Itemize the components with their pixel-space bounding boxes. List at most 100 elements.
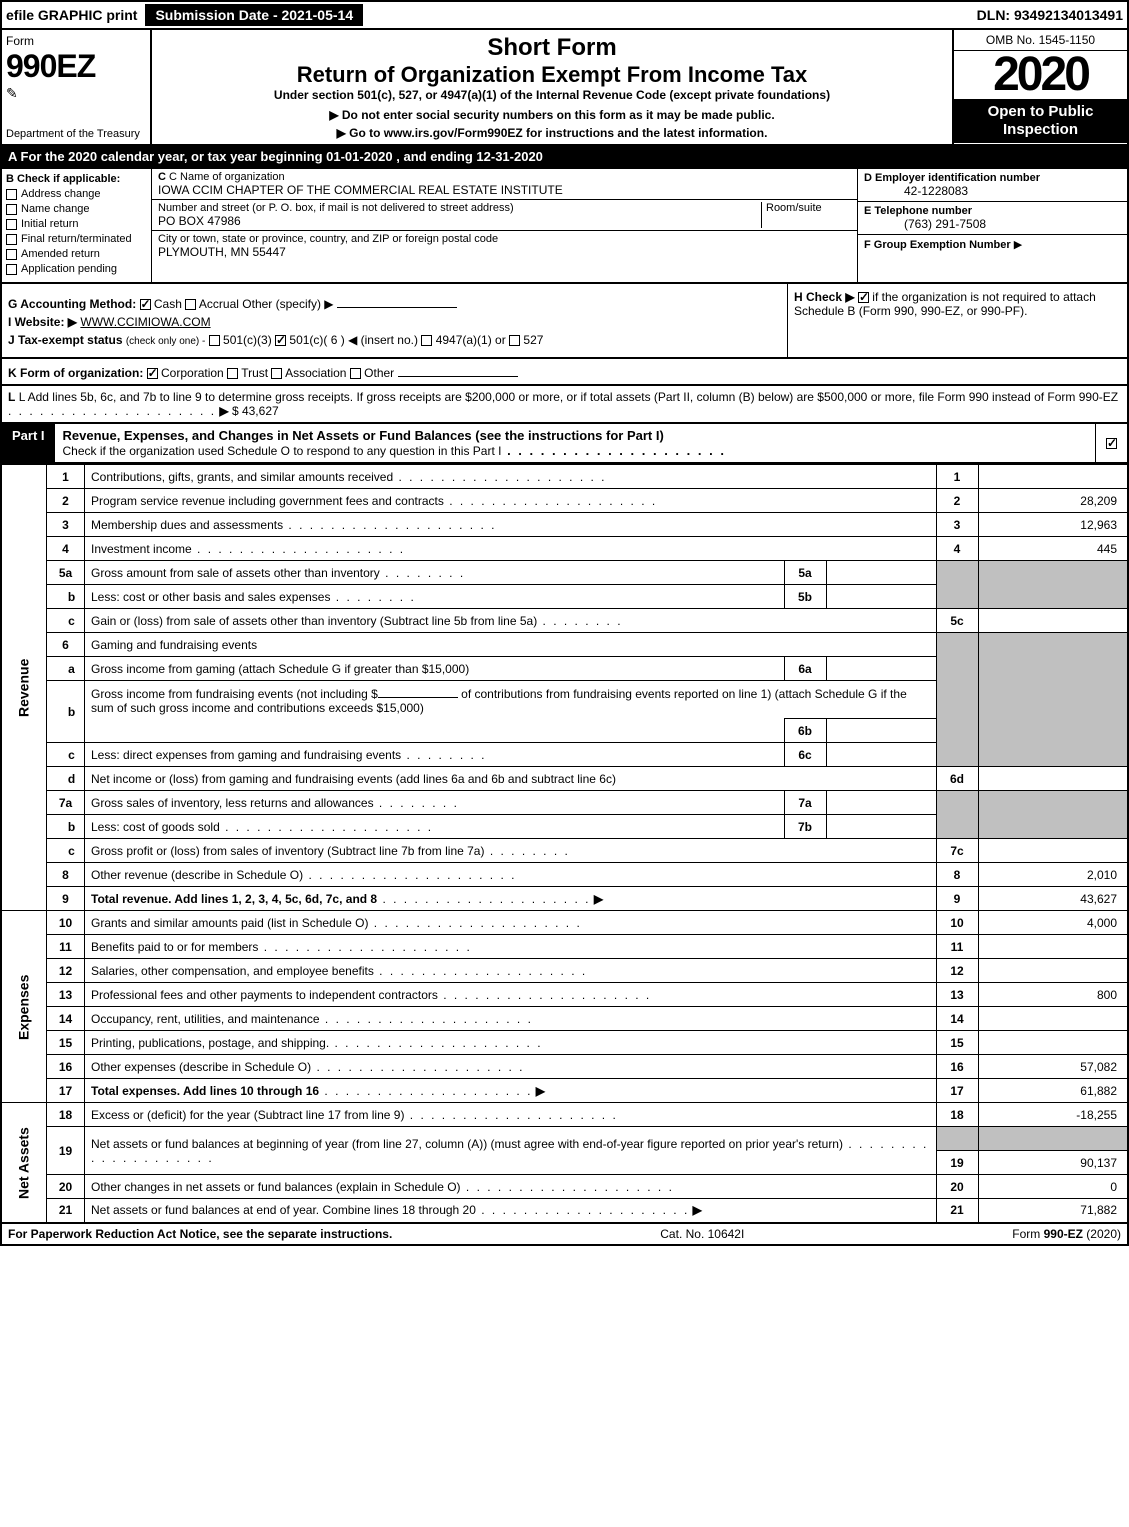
checkbox-icon — [6, 234, 17, 245]
table-row: 9 Total revenue. Add lines 1, 2, 3, 4, 5… — [1, 887, 1128, 911]
checkbox-4947[interactable] — [421, 335, 432, 346]
arrow-icon: ▶ — [594, 892, 603, 906]
checkbox-icon — [6, 204, 17, 215]
table-row: c Gross profit or (loss) from sales of i… — [1, 839, 1128, 863]
line-1-amount — [978, 465, 1128, 489]
ssn-warning: ▶ Do not enter social security numbers o… — [160, 108, 944, 122]
fundraising-amount-input[interactable] — [378, 684, 458, 698]
checkbox-icon — [6, 249, 17, 260]
org-name-row: C C Name of organization IOWA CCIM CHAPT… — [152, 169, 857, 200]
line-6b-value — [826, 719, 936, 743]
org-city-value: PLYMOUTH, MN 55447 — [158, 245, 851, 259]
section-b-label: B Check if applicable: — [6, 173, 147, 185]
table-row: 14 Occupancy, rent, utilities, and maint… — [1, 1007, 1128, 1031]
line-7a-value — [826, 791, 936, 815]
telephone-row: E Telephone number (763) 291-7508 — [858, 202, 1127, 235]
line-18-amount: -18,255 — [978, 1103, 1128, 1127]
website-row: I Website: ▶ WWW.CCIMIOWA.COM — [8, 315, 781, 329]
table-row: 4 Investment income 4 445 — [1, 537, 1128, 561]
checkbox-association[interactable] — [271, 368, 282, 379]
checkbox-application-pending[interactable]: Application pending — [6, 263, 147, 275]
checkbox-amended-return[interactable]: Amended return — [6, 248, 147, 260]
page-footer: For Paperwork Reduction Act Notice, see … — [0, 1224, 1129, 1246]
line-5a-value — [826, 561, 936, 585]
dln-label: DLN: 93492134013491 — [977, 7, 1123, 23]
line-5b-value — [826, 585, 936, 609]
line-6c-value — [826, 743, 936, 767]
telephone-value: (763) 291-7508 — [864, 217, 1121, 231]
form-number: 990EZ — [6, 48, 146, 85]
line-16-amount: 57,082 — [978, 1055, 1128, 1079]
net-assets-side-label: Net Assets — [1, 1103, 47, 1223]
checkbox-schedule-o[interactable] — [1106, 438, 1117, 449]
line-7b-value — [826, 815, 936, 839]
ein-row: D Employer identification number 42-1228… — [858, 169, 1127, 202]
org-city-row: City or town, state or province, country… — [152, 231, 857, 261]
section-l: L L Add lines 5b, 6c, and 7b to line 9 t… — [0, 386, 1129, 424]
checkbox-final-return[interactable]: Final return/terminated — [6, 233, 147, 245]
table-row: 7a Gross sales of inventory, less return… — [1, 791, 1128, 815]
checkbox-schedule-b[interactable] — [858, 292, 869, 303]
arrow-icon: ▶ — [536, 1084, 545, 1098]
line-5c-amount — [978, 609, 1128, 633]
checkbox-501c[interactable] — [275, 335, 286, 346]
section-b: B Check if applicable: Address change Na… — [2, 169, 152, 282]
gross-receipts-value: $ 43,627 — [232, 404, 279, 418]
table-row: 19 Net assets or fund balances at beginn… — [1, 1127, 1128, 1151]
checkbox-501c3[interactable] — [209, 335, 220, 346]
checkbox-trust[interactable] — [227, 368, 238, 379]
table-row: 6 Gaming and fundraising events — [1, 633, 1128, 657]
paperwork-notice: For Paperwork Reduction Act Notice, see … — [8, 1227, 392, 1241]
other-org-input[interactable] — [398, 363, 518, 377]
checkbox-initial-return[interactable]: Initial return — [6, 218, 147, 230]
top-bar: efile GRAPHIC print Submission Date - 20… — [0, 0, 1129, 30]
efile-label[interactable]: efile GRAPHIC print — [6, 7, 137, 23]
checkbox-corporation[interactable] — [147, 368, 158, 379]
checkbox-527[interactable] — [509, 335, 520, 346]
catalog-number: Cat. No. 10642I — [660, 1227, 744, 1241]
short-form-title: Short Form — [160, 34, 944, 62]
checkbox-icon — [6, 219, 17, 230]
line-17-amount: 61,882 — [978, 1079, 1128, 1103]
checkbox-icon — [6, 264, 17, 275]
section-bcdef: B Check if applicable: Address change Na… — [0, 169, 1129, 284]
section-def: D Employer identification number 42-1228… — [857, 169, 1127, 282]
table-row: 3 Membership dues and assessments 3 12,9… — [1, 513, 1128, 537]
other-specify-input[interactable] — [337, 294, 457, 308]
checkbox-icon — [6, 189, 17, 200]
open-public-badge: Open to Public Inspection — [954, 99, 1127, 143]
section-k: K Form of organization: Corporation Trus… — [0, 359, 1129, 386]
line-20-amount: 0 — [978, 1175, 1128, 1199]
line-11-amount — [978, 935, 1128, 959]
line-6a-value — [826, 657, 936, 681]
revenue-side-label: Revenue — [1, 465, 47, 911]
table-row: 5a Gross amount from sale of assets othe… — [1, 561, 1128, 585]
line-6d-amount — [978, 767, 1128, 791]
form-header-center: Short Form Return of Organization Exempt… — [152, 30, 952, 144]
line-12-amount — [978, 959, 1128, 983]
part-1-header: Part I Revenue, Expenses, and Changes in… — [0, 424, 1129, 464]
checkbox-address-change[interactable]: Address change — [6, 188, 147, 200]
arrow-icon: ▶ — [693, 1203, 702, 1217]
website-value[interactable]: WWW.CCIMIOWA.COM — [80, 315, 210, 329]
table-row: Net Assets 18 Excess or (deficit) for th… — [1, 1103, 1128, 1127]
submission-date: Submission Date - 2021-05-14 — [145, 4, 363, 26]
part-1-table: Revenue 1 Contributions, gifts, grants, … — [0, 464, 1129, 1224]
table-row: c Gain or (loss) from sale of assets oth… — [1, 609, 1128, 633]
line-7c-amount — [978, 839, 1128, 863]
checkbox-accrual[interactable] — [185, 299, 196, 310]
under-section: Under section 501(c), 527, or 4947(a)(1)… — [160, 88, 944, 102]
table-row: 17 Total expenses. Add lines 10 through … — [1, 1079, 1128, 1103]
ein-value: 42-1228083 — [864, 184, 1121, 198]
section-gij-left: G Accounting Method: Cash Accrual Other … — [2, 284, 787, 357]
form-word: Form — [6, 34, 146, 48]
irs-eagle-icon: ✎ — [6, 85, 146, 102]
section-c: C C Name of organization IOWA CCIM CHAPT… — [152, 169, 857, 282]
checkbox-other[interactable] — [350, 368, 361, 379]
line-9-amount: 43,627 — [978, 887, 1128, 911]
checkbox-name-change[interactable]: Name change — [6, 203, 147, 215]
goto-link[interactable]: ▶ Go to www.irs.gov/Form990EZ for instru… — [160, 126, 944, 140]
form-header: Form 990EZ ✎ Department of the Treasury … — [0, 30, 1129, 146]
table-row: Expenses 10 Grants and similar amounts p… — [1, 911, 1128, 935]
checkbox-cash[interactable] — [140, 299, 151, 310]
